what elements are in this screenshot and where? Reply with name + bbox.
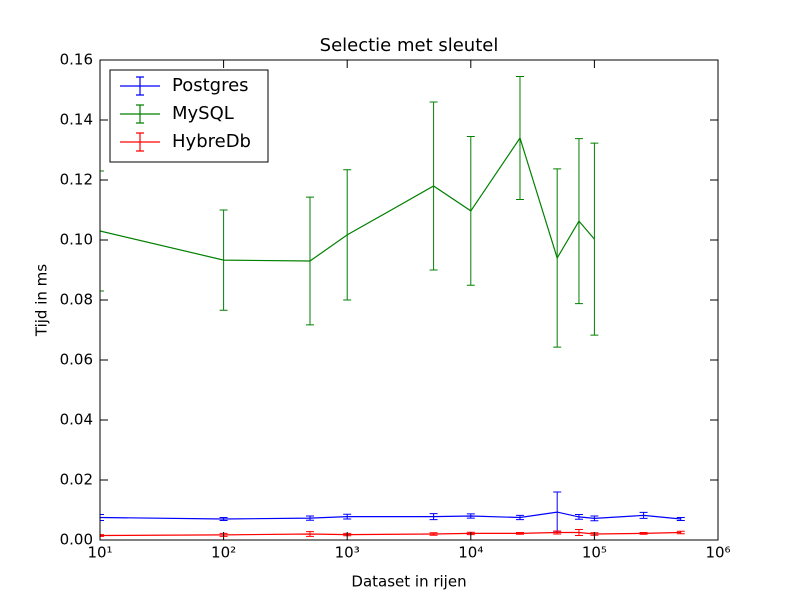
x-tick-label: 10²: [211, 544, 236, 562]
series-line: [100, 511, 681, 520]
legend-symbol: [120, 76, 160, 96]
x-tick-label: 10⁵: [582, 544, 607, 562]
x-tick-label: 10⁶: [705, 544, 730, 562]
y-tick-label: 0.00: [60, 531, 93, 549]
error-bar: [515, 76, 524, 200]
legend-label: Postgres: [172, 75, 249, 96]
error-bar: [574, 514, 583, 520]
legend-symbol: [120, 104, 160, 124]
legend-label: MySQL: [172, 103, 234, 124]
error-bar: [639, 532, 648, 535]
x-tick-label: 10³: [335, 544, 360, 562]
error-bar: [466, 513, 475, 519]
y-tick-label: 0.10: [60, 231, 93, 249]
error-bar: [305, 196, 314, 326]
legend: Postgres MySQL HybreDb: [109, 69, 269, 163]
error-bar: [305, 515, 314, 521]
y-tick-label: 0.02: [60, 471, 93, 489]
chart-title: Selectie met sleutel: [320, 35, 499, 56]
error-bar: [219, 209, 228, 311]
error-bar: [100, 170, 104, 292]
error-bar: [429, 513, 438, 521]
error-bar: [305, 531, 314, 537]
y-axis-label: Tijd in ms: [33, 264, 51, 337]
legend-label: HybreDb: [172, 131, 251, 152]
error-bar: [515, 514, 524, 521]
error-bar: [676, 517, 685, 521]
error-bar: [639, 511, 648, 519]
error-bar: [590, 515, 599, 522]
error-bar: [466, 136, 475, 286]
error-bar: [676, 530, 685, 535]
x-tick-label: 10¹: [87, 544, 112, 562]
y-tick-label: 0.04: [60, 411, 93, 429]
x-axis-label: Dataset in rijen: [351, 573, 466, 591]
series-line: [100, 531, 681, 537]
y-tick-label: 0.08: [60, 291, 93, 309]
error-bar: [553, 168, 562, 348]
error-bar: [429, 532, 438, 536]
error-bar: [100, 534, 104, 537]
legend-box: [109, 69, 269, 163]
y-tick-label: 0.12: [60, 171, 93, 189]
error-bar: [429, 101, 438, 271]
error-bar: [343, 169, 352, 301]
y-tick-label: 0.14: [60, 111, 93, 129]
error-bar: [574, 529, 583, 536]
error-bar: [553, 530, 562, 535]
error-bar: [574, 138, 583, 305]
series-line: [100, 136, 595, 262]
y-tick-label: 0.16: [60, 51, 93, 69]
plot-area: [100, 76, 685, 537]
error-bar: [590, 142, 599, 336]
y-tick-label: 0.06: [60, 351, 93, 369]
x-tick-label: 10⁴: [458, 544, 483, 562]
error-bar: [515, 532, 524, 535]
error-bar: [219, 517, 228, 521]
error-bar: [343, 513, 352, 520]
legend-symbol: [120, 132, 160, 152]
error-bar: [100, 514, 104, 521]
